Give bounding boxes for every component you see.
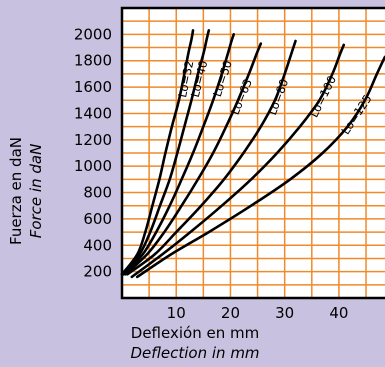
y-axis-title: Fuerza en daN Force in daN xyxy=(7,137,45,245)
series-line-lo-63 xyxy=(124,42,263,276)
x-axis-title-en: Deflection in mm xyxy=(130,344,259,362)
series-line-lo-32 xyxy=(120,29,195,276)
y-tick-label: 1800 xyxy=(74,52,112,70)
y-tick-label: 1600 xyxy=(74,78,112,96)
y-tick-label: 1000 xyxy=(74,157,112,175)
x-axis-title-es: Deflexión en mm xyxy=(131,324,259,342)
y-tick-label: 800 xyxy=(83,184,112,202)
series-line-lo-100 xyxy=(130,43,346,279)
x-tick-label: 40 xyxy=(329,304,348,322)
x-tick-label: 20 xyxy=(221,304,240,322)
x-tick-label: 10 xyxy=(167,304,186,322)
series-line-lo-50 xyxy=(122,33,235,276)
y-tick-label: 200 xyxy=(83,263,112,281)
x-tick-labels: 10 20 30 40 xyxy=(167,304,349,322)
series-line-lo-80 xyxy=(126,39,297,276)
grid xyxy=(122,8,385,298)
x-tick-label: 30 xyxy=(275,304,294,322)
y-tick-label: 400 xyxy=(83,236,112,254)
y-tick-labels: 200 400 600 800 1000 1200 1400 1600 1800 2000 xyxy=(74,25,112,280)
y-axis-title-es: Fuerza en daN xyxy=(7,137,25,245)
y-axis-title-en: Force in daN xyxy=(27,144,45,239)
series-line-lo-40 xyxy=(120,29,211,276)
series-line-lo-125 xyxy=(135,55,385,279)
plot-frame xyxy=(120,6,385,300)
y-tick-label: 1200 xyxy=(74,131,112,149)
y-tick-label: 1400 xyxy=(74,104,112,122)
y-tick-label: 600 xyxy=(83,210,112,228)
x-axis-title: Deflexión en mm Deflection in mm xyxy=(130,324,259,362)
y-tick-label: 2000 xyxy=(74,25,112,43)
series-lines xyxy=(120,29,385,279)
